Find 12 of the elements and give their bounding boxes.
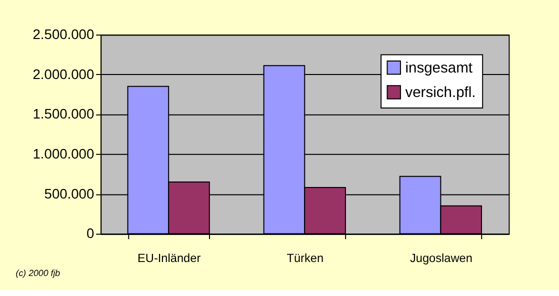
y-tick-label: 2.000.000 xyxy=(32,66,94,82)
legend-label: versich.pfl. xyxy=(405,85,476,102)
x-tick-label: Jugoslawen xyxy=(410,250,472,265)
y-tick-label: 1.500.000 xyxy=(32,106,94,122)
y-tick-label: 2.500.000 xyxy=(32,27,94,42)
legend-label: insgesamt xyxy=(405,60,472,77)
y-tick-label: 500.000 xyxy=(44,186,94,202)
y-tick-label: 0 xyxy=(86,226,94,242)
y-tick-label: 1.000.000 xyxy=(32,146,94,162)
x-tick-label: EU-Inländer xyxy=(138,250,201,265)
x-tick-label: Türken xyxy=(286,250,324,265)
text: (c) 2000 fjb xyxy=(16,268,60,278)
